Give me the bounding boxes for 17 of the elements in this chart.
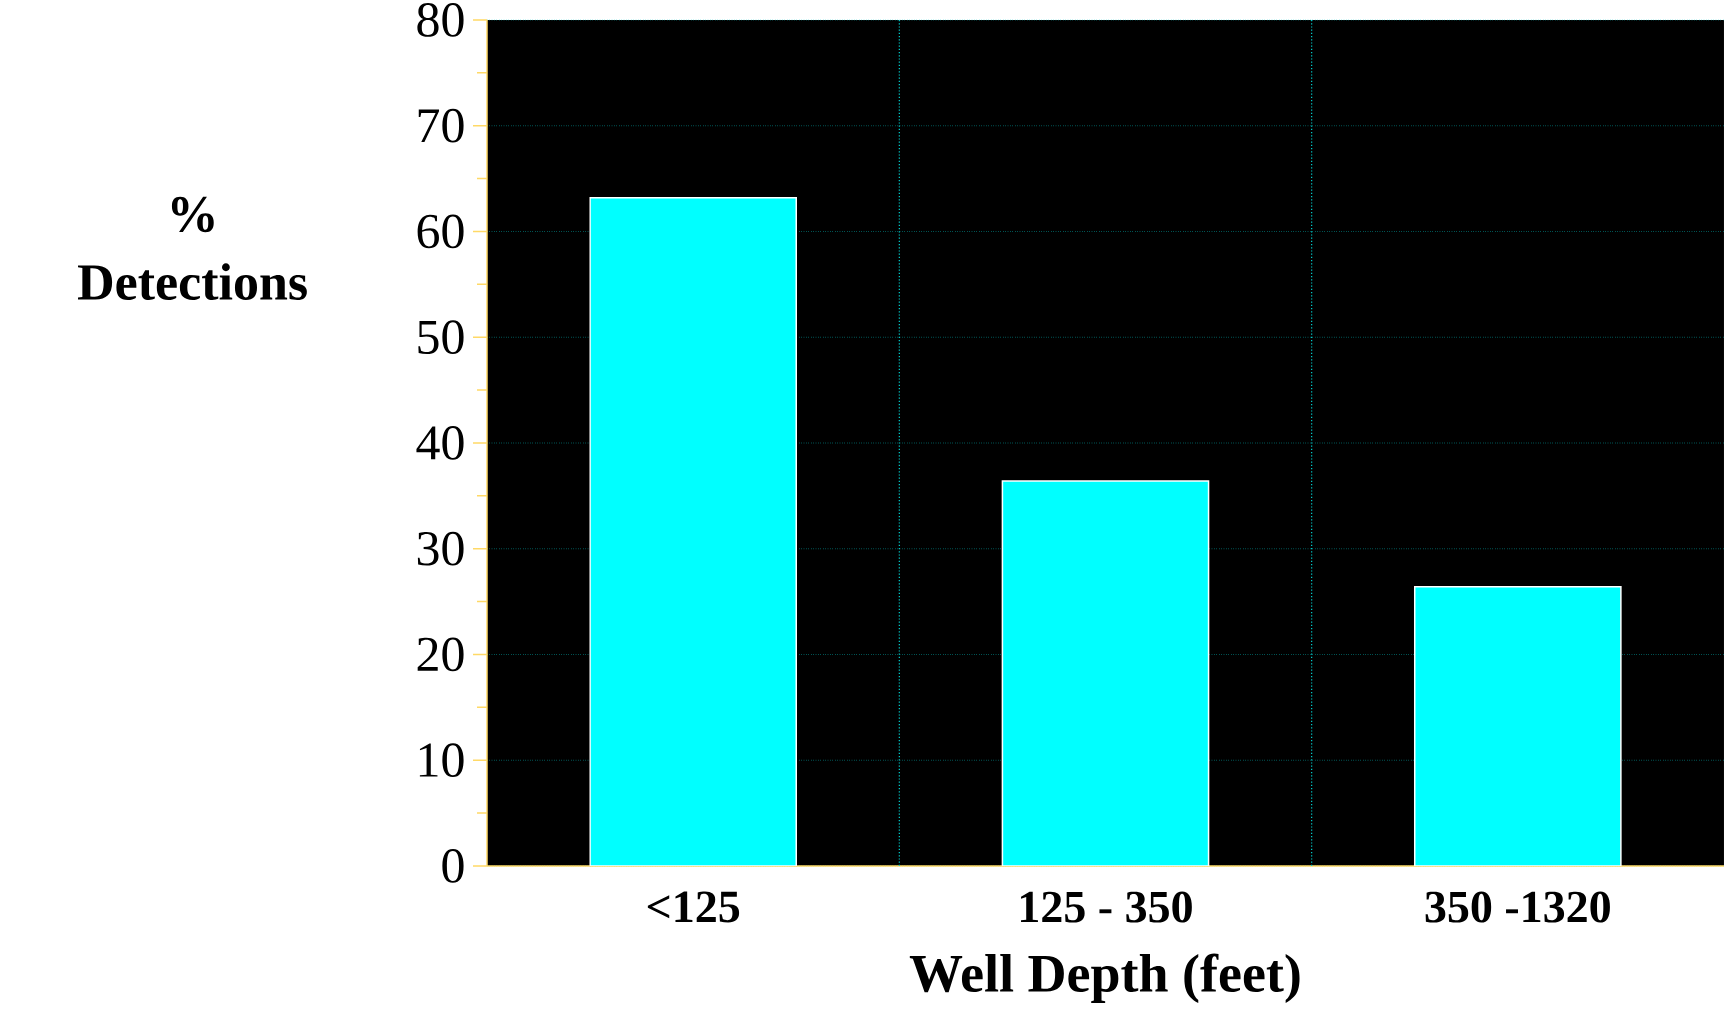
bar	[1001, 480, 1210, 866]
y-tick-label: 80	[417, 3, 464, 37]
bar	[1413, 586, 1622, 866]
bar	[589, 196, 797, 866]
x-tick-label: 125 - 350	[1021, 891, 1192, 923]
y-axis-title: % Detections	[77, 196, 307, 300]
y-tick-label: 0	[442, 849, 464, 883]
x-tick-label: <125	[647, 891, 740, 923]
y-tick-label: 70	[418, 108, 464, 143]
y-tick-label: 60	[417, 214, 464, 249]
y-tick-label: 40	[416, 426, 464, 460]
y-tick-label: 30	[417, 531, 464, 566]
y-tick-label: 10	[419, 743, 464, 778]
y-tick-label: 20	[417, 637, 464, 672]
y-tick-label: 50	[418, 320, 464, 355]
x-tick-label: 350 -1320	[1425, 891, 1610, 923]
x-axis-title: Well Depth (feet)	[909, 953, 1300, 1003]
